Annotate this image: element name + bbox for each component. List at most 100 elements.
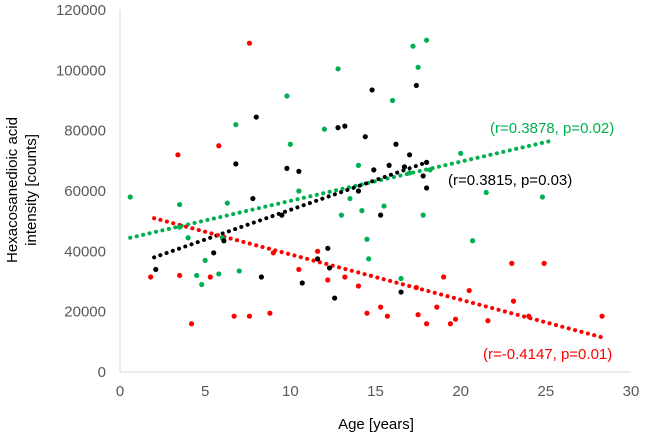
x-tick-label: 15 [367, 383, 384, 400]
point-black [342, 123, 348, 129]
point-red [270, 250, 276, 256]
point-red [267, 310, 273, 316]
point-red [246, 313, 253, 319]
point-red [325, 277, 331, 283]
point-black [362, 134, 368, 140]
point-black [398, 289, 404, 295]
point-black [378, 212, 384, 218]
point-green [355, 162, 362, 168]
point-green [359, 208, 365, 214]
point-green [389, 97, 396, 104]
point-red [466, 287, 472, 294]
point-red [296, 266, 302, 273]
point-red [378, 304, 384, 310]
annotation-red: (r=-0.4147, p=0.01) [483, 346, 612, 363]
point-green [410, 43, 416, 49]
point-black [420, 173, 426, 179]
point-green [194, 272, 200, 279]
point-green [406, 170, 413, 176]
point-black [253, 114, 259, 120]
point-black [211, 250, 217, 256]
point-black [424, 159, 430, 165]
point-green [199, 281, 205, 288]
point-red [231, 313, 237, 319]
point-green [202, 257, 208, 263]
point-red [188, 321, 195, 327]
point-black [314, 256, 321, 262]
y-tick-label: 120000 [56, 2, 106, 19]
point-green [335, 66, 341, 72]
y-tick-label: 40000 [64, 243, 106, 260]
point-black [326, 265, 333, 271]
point-black [413, 82, 419, 89]
point-green [415, 64, 421, 70]
trendline-red [152, 216, 605, 340]
axes-layer [119, 10, 631, 373]
trendline-green [128, 139, 552, 240]
point-black [221, 238, 227, 244]
point-red [342, 274, 348, 280]
x-tick-label: 25 [537, 383, 554, 400]
point-green [287, 141, 293, 147]
point-green [364, 236, 370, 242]
point-red [413, 284, 419, 291]
point-green [469, 238, 476, 244]
point-red [452, 316, 459, 322]
annotation-green: (r=0.3878, p=0.02) [490, 120, 614, 137]
point-red [434, 304, 440, 310]
point-red [246, 40, 253, 46]
point-red [447, 321, 454, 327]
point-green [236, 268, 242, 274]
point-green [424, 37, 430, 43]
point-green [177, 201, 183, 208]
point-red [175, 152, 181, 158]
point-black [406, 152, 413, 158]
point-red [541, 260, 547, 266]
point-black [332, 295, 338, 301]
x-tick-label: 30 [623, 383, 640, 400]
point-green [347, 195, 353, 202]
point-black [299, 280, 305, 286]
point-green [381, 203, 387, 209]
annotation-black: (r=0.3815, p=0.03) [448, 172, 572, 189]
point-red [148, 274, 154, 280]
point-red [314, 248, 321, 254]
point-green [427, 167, 433, 173]
labels-layer: Age [years] Hexacosanedioic acid intensi… [4, 2, 639, 433]
point-red [510, 298, 517, 304]
point-black [279, 212, 285, 218]
point-red [364, 310, 370, 316]
point-green [321, 126, 327, 132]
point-red [485, 318, 491, 324]
point-black [284, 165, 290, 171]
point-black [369, 87, 375, 93]
point-green [177, 224, 183, 230]
point-green [420, 212, 426, 218]
trendlines-layer [128, 139, 605, 340]
point-green [127, 194, 133, 200]
x-tick-label: 5 [201, 383, 209, 400]
y-tick-label: 20000 [64, 304, 106, 321]
y-tick-label: 80000 [64, 123, 106, 140]
point-red [207, 274, 213, 280]
x-tick-label: 0 [116, 383, 124, 400]
y-axis-title-line2: intensity [counts] [23, 134, 40, 246]
point-black [233, 161, 239, 167]
points-layer [127, 37, 605, 327]
point-green [338, 212, 345, 218]
trendline-black [152, 160, 429, 260]
point-red [415, 312, 421, 318]
x-axis-title: Age [years] [338, 416, 414, 433]
point-red [216, 143, 222, 149]
point-black [296, 168, 302, 174]
point-green [216, 271, 222, 277]
point-black [424, 185, 430, 191]
point-black [325, 245, 331, 251]
point-green [224, 200, 230, 206]
point-black [386, 162, 392, 168]
point-black [335, 125, 341, 131]
point-red [441, 274, 447, 280]
y-tick-label: 100000 [56, 62, 106, 79]
point-black [258, 274, 264, 280]
point-red [384, 313, 391, 319]
